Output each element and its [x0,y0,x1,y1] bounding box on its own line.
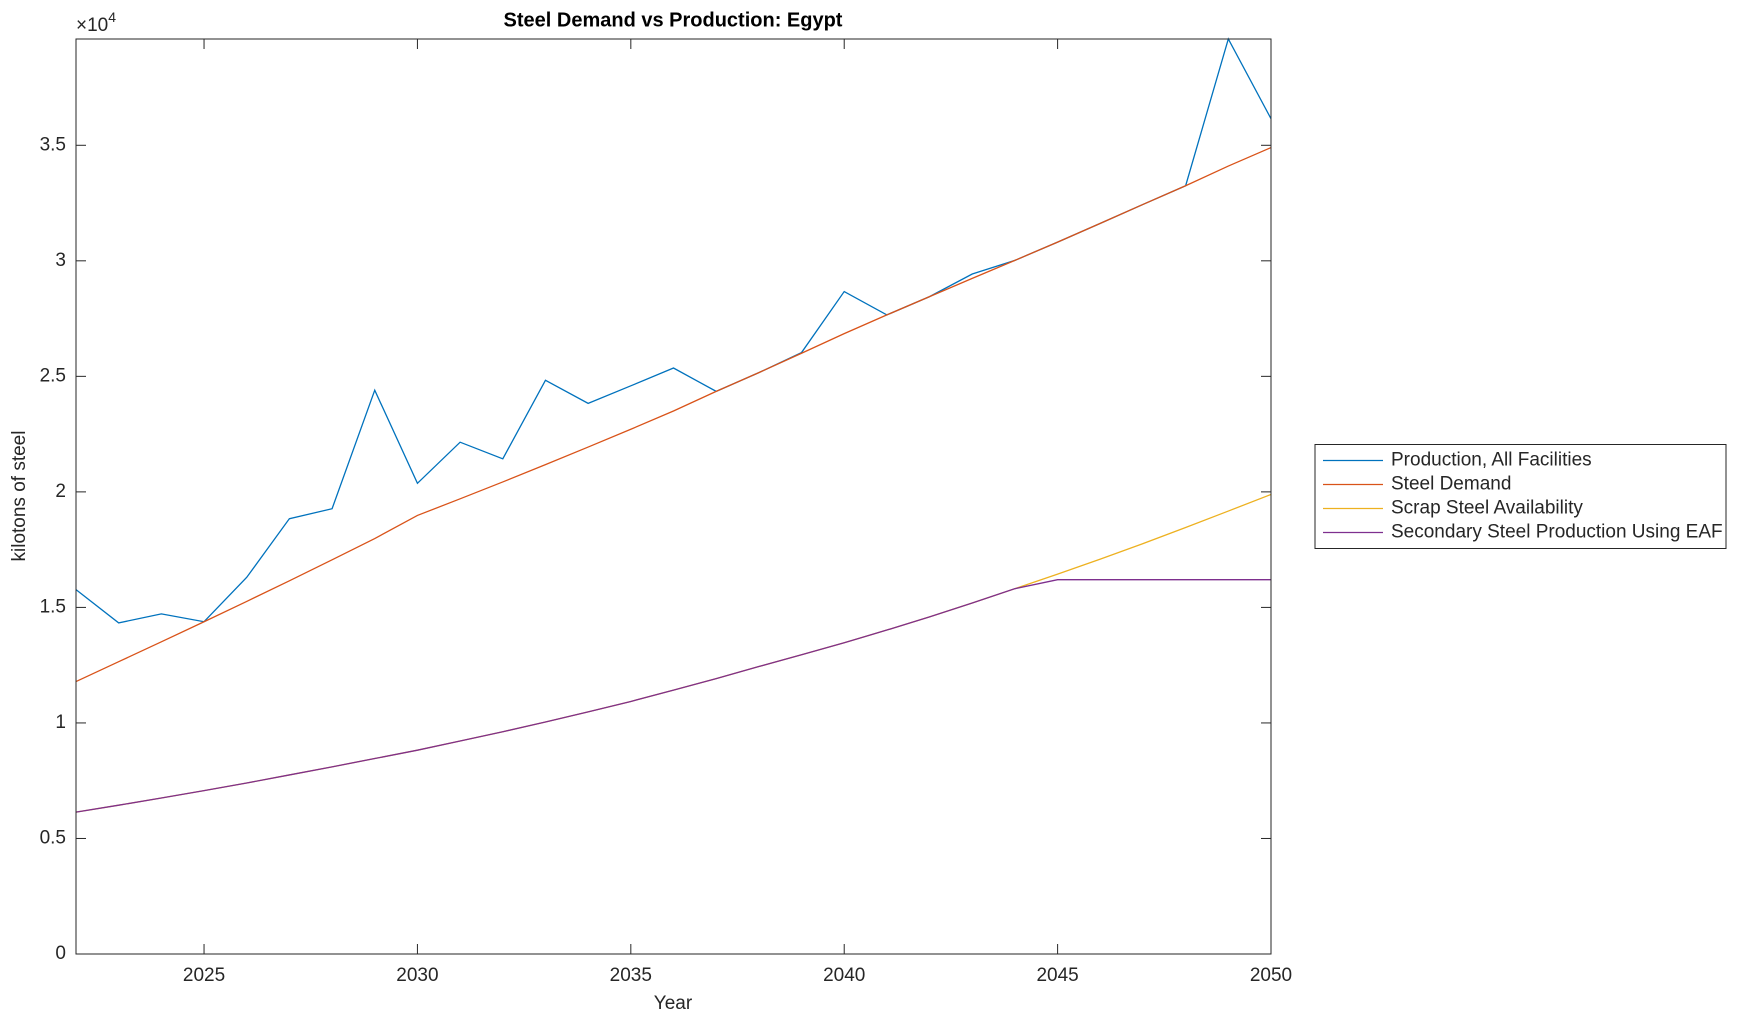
y-tick-label: 2.5 [40,365,66,386]
y-tick-label: 1.5 [40,596,66,617]
series-line [75,147,1272,683]
multiplier-base: ×10 [76,15,108,36]
multiplier-exponent: 4 [108,9,116,25]
legend-label: Production, All Facilities [1391,450,1592,471]
x-axis-label: Year [654,993,693,1014]
x-tick-label: 2025 [183,965,225,986]
legend-box [1314,444,1727,549]
x-tick-label: 2030 [396,965,438,986]
x-tick-label: 2050 [1250,965,1292,986]
x-tick-label: 2040 [823,965,865,986]
legend-label: Scrap Steel Availability [1391,498,1583,519]
y-tick-label: 1 [55,712,66,733]
y-tick-label: 3.5 [40,134,66,155]
y-tick-label: 0 [55,943,66,964]
series-line [75,579,1271,813]
y-tick-label: 3 [55,250,66,271]
legend-label: Secondary Steel Production Using EAF [1391,522,1723,543]
x-tick-label: 2035 [610,965,652,986]
y-multiplier: ×104 [76,9,116,36]
chart-title: Steel Demand vs Production: Egypt [504,9,843,31]
x-tick-label: 2045 [1036,965,1078,986]
y-tick-label: 2 [55,481,66,502]
plot-frame [75,38,1272,955]
legend-label: Steel Demand [1391,474,1511,495]
y-axis-label: kilotons of steel [9,431,30,562]
y-tick-label: 0.5 [40,827,66,848]
